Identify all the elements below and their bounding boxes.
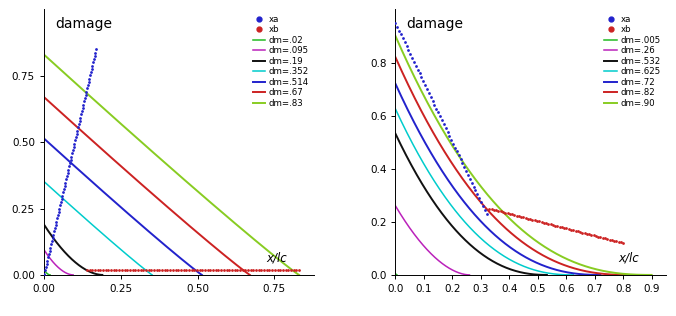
Text: x/lc: x/lc [618,251,639,264]
Text: damage: damage [406,17,463,32]
Legend: xa, xb, dm=.02, dm=.095, dm=.19, dm=.352, dm=.514, dm=.67, dm=.83: xa, xb, dm=.02, dm=.095, dm=.19, dm=.352… [249,11,312,112]
Legend: xa, xb, dm=.005, dm=.26, dm=.532, dm=.625, dm=.72, dm=.82, dm=.90: xa, xb, dm=.005, dm=.26, dm=.532, dm=.62… [601,11,664,112]
Text: x/lc: x/lc [266,251,287,264]
Text: damage: damage [55,17,112,32]
